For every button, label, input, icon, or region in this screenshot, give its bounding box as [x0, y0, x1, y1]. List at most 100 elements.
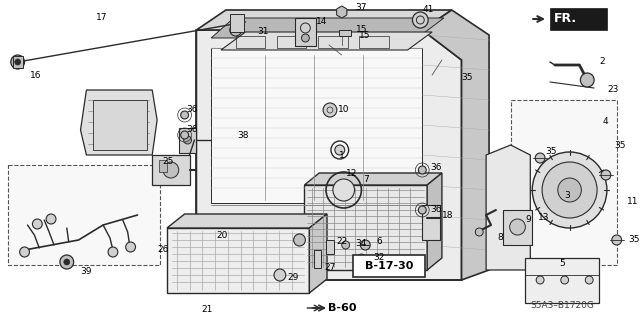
Circle shape	[476, 228, 483, 236]
Text: 35: 35	[615, 140, 627, 150]
Text: 29: 29	[288, 273, 299, 283]
Polygon shape	[422, 10, 489, 280]
Circle shape	[580, 73, 594, 87]
Text: 9: 9	[525, 216, 531, 225]
Circle shape	[294, 234, 305, 246]
Polygon shape	[305, 185, 427, 270]
Text: 38: 38	[237, 130, 249, 139]
Polygon shape	[211, 18, 444, 38]
Circle shape	[180, 111, 189, 119]
Circle shape	[64, 259, 70, 265]
Text: 12: 12	[346, 168, 357, 177]
Text: B-60: B-60	[328, 303, 356, 313]
Circle shape	[11, 55, 24, 69]
Bar	[326, 240, 334, 254]
Text: 4: 4	[603, 117, 609, 127]
Text: 41: 41	[422, 5, 434, 14]
Bar	[211, 48, 422, 203]
Circle shape	[542, 162, 597, 218]
Bar	[230, 14, 244, 32]
Circle shape	[108, 247, 118, 257]
Circle shape	[20, 247, 29, 257]
Circle shape	[180, 131, 189, 139]
Bar	[294, 18, 316, 46]
Text: 2: 2	[599, 57, 605, 66]
Text: 22: 22	[337, 238, 348, 247]
Text: 35: 35	[545, 147, 557, 157]
Circle shape	[335, 145, 345, 155]
Text: 14: 14	[316, 18, 328, 26]
Text: 35: 35	[461, 73, 473, 83]
Bar	[360, 36, 389, 48]
Polygon shape	[196, 10, 452, 30]
Text: 7: 7	[364, 175, 369, 184]
Circle shape	[342, 241, 349, 249]
Text: 1: 1	[339, 151, 344, 160]
FancyBboxPatch shape	[8, 165, 160, 265]
Circle shape	[412, 12, 428, 28]
Text: 36: 36	[430, 164, 442, 173]
Bar	[13, 56, 22, 68]
Circle shape	[323, 103, 337, 117]
Polygon shape	[167, 228, 309, 293]
Bar	[503, 210, 532, 245]
Polygon shape	[337, 6, 347, 18]
Text: 37: 37	[355, 4, 367, 12]
Circle shape	[230, 24, 241, 36]
Text: 6: 6	[376, 238, 382, 247]
Text: 25: 25	[162, 158, 173, 167]
Circle shape	[15, 59, 20, 65]
Polygon shape	[305, 173, 442, 185]
Text: 8: 8	[497, 234, 502, 242]
Text: 5: 5	[560, 259, 566, 269]
Circle shape	[46, 214, 56, 224]
Polygon shape	[309, 214, 327, 293]
Circle shape	[333, 179, 355, 201]
Circle shape	[163, 162, 179, 178]
Circle shape	[419, 206, 426, 214]
Circle shape	[60, 255, 74, 269]
Text: 21: 21	[202, 306, 212, 315]
Text: 3: 3	[564, 190, 570, 199]
Text: 10: 10	[338, 106, 349, 115]
Bar	[525, 258, 599, 303]
Text: 15: 15	[355, 26, 367, 34]
Polygon shape	[167, 214, 327, 228]
Circle shape	[358, 254, 365, 262]
Text: 11: 11	[627, 197, 638, 206]
Text: 15: 15	[360, 31, 371, 40]
Circle shape	[184, 136, 191, 144]
Text: 34: 34	[355, 240, 367, 249]
Text: 32: 32	[373, 254, 385, 263]
Circle shape	[532, 152, 607, 228]
Text: 35: 35	[628, 235, 640, 244]
Text: 39: 39	[81, 268, 92, 277]
Text: 36: 36	[187, 125, 198, 135]
Circle shape	[301, 34, 309, 42]
Bar	[179, 128, 196, 153]
Text: 36: 36	[187, 106, 198, 115]
Circle shape	[360, 240, 370, 250]
Circle shape	[612, 235, 621, 245]
Text: 13: 13	[538, 213, 550, 222]
Bar	[339, 30, 351, 36]
Bar	[318, 36, 348, 48]
Text: S5A3–B1720G: S5A3–B1720G	[531, 300, 594, 309]
Text: 26: 26	[157, 246, 168, 255]
Polygon shape	[81, 90, 157, 155]
Bar	[152, 155, 189, 185]
Bar	[277, 36, 307, 48]
Text: 36: 36	[430, 205, 442, 214]
Text: 23: 23	[607, 85, 618, 94]
Circle shape	[561, 276, 568, 284]
Bar	[93, 100, 147, 150]
Polygon shape	[427, 173, 442, 270]
Circle shape	[558, 178, 581, 202]
Bar	[159, 160, 167, 172]
Circle shape	[337, 7, 347, 17]
Bar	[422, 205, 440, 240]
Text: 17: 17	[96, 13, 108, 23]
Bar	[314, 250, 321, 268]
Circle shape	[601, 170, 611, 180]
Circle shape	[274, 269, 286, 281]
